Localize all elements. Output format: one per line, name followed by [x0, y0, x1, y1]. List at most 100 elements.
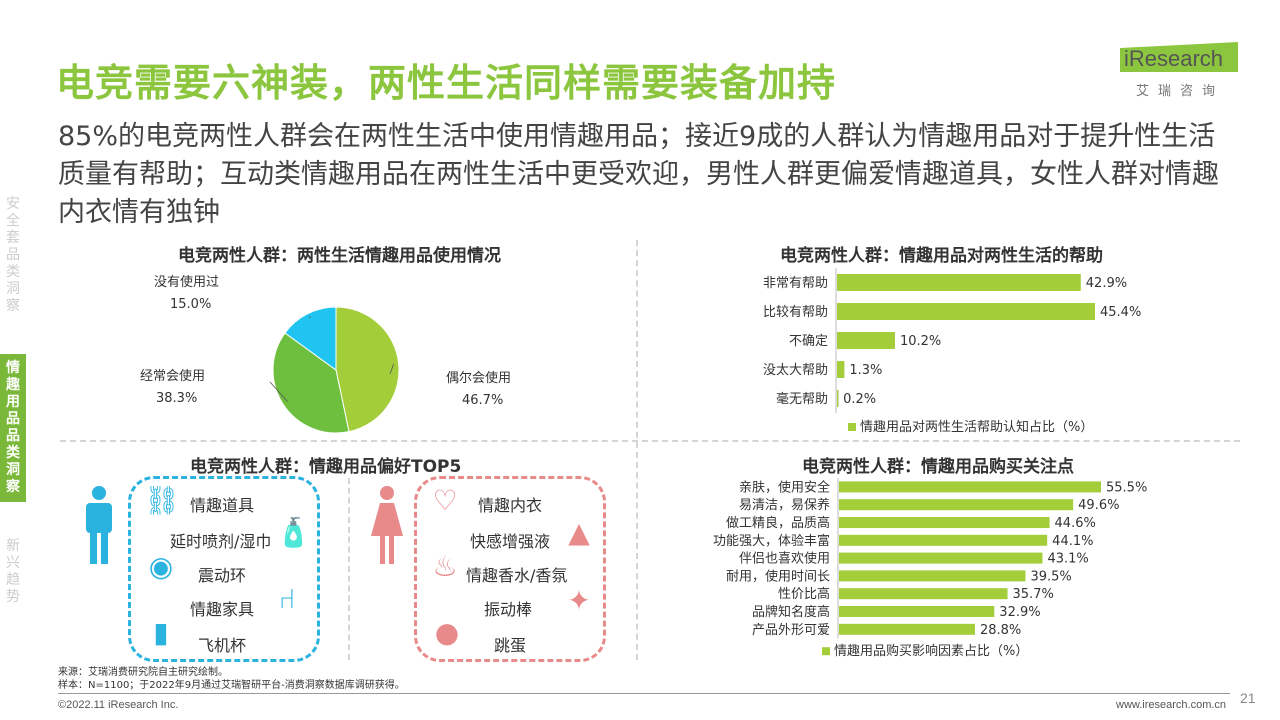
bar-5: [837, 390, 839, 407]
pie-slice-3: [284, 306, 337, 371]
ring-icon: ◉: [148, 550, 174, 583]
pie-leader-line-2: [269, 381, 288, 402]
sidebar-section-1[interactable]: 安全套品类洞察: [6, 196, 20, 314]
diffuser-icon: ♨: [432, 550, 458, 583]
lingerie-icon: ♡: [432, 484, 458, 517]
bar-category-label-5: 伴侣也喜欢使用: [739, 551, 830, 567]
sidebar-section-3[interactable]: 新兴趋势: [6, 538, 20, 605]
bar-category-label-3: 不确定: [789, 334, 828, 349]
purchase-bar-chart: 亲肤，使用安全 55.5% 易清洁，易保养 49.6% 做工精良，品质高 44.6% 功能强…: [713, 478, 1147, 659]
bar-1: [837, 274, 1081, 291]
bar-value-label-5: 43.1%: [1047, 552, 1088, 567]
spray-bottle-icon: 🧴: [276, 516, 311, 549]
pie-slice-2: [272, 332, 350, 434]
footer-line: [58, 693, 1230, 694]
page-number: 21: [1240, 690, 1256, 706]
male-item-4: 情趣家具: [190, 600, 255, 619]
bar-9: [839, 623, 975, 635]
purchase-chart-title: 电竞两性人群：情趣用品购买关注点: [802, 457, 1074, 477]
bar-value-label-1: 42.9%: [1086, 276, 1127, 291]
bar-7: [839, 588, 1008, 600]
legend-label: 情趣用品对两性生活帮助认知占比（%）: [860, 419, 1093, 435]
female-top5-box: [414, 476, 606, 662]
bar-3: [839, 517, 1050, 528]
bar-category-label-4: 功能强大，体验丰富: [713, 533, 830, 549]
bar-3: [837, 332, 895, 349]
bar-category-label-6: 耐用，使用时间长: [726, 568, 830, 584]
bar-4: [839, 534, 1048, 546]
bar-value-label-9: 28.8%: [980, 623, 1021, 638]
bar-value-label-1: 55.5%: [1106, 480, 1147, 495]
female-item-3: 情趣香水/香氛: [466, 566, 568, 585]
pie-value-1: 46.7%: [462, 393, 503, 408]
legend-swatch: [848, 423, 856, 431]
pie-slice-1: [335, 306, 400, 433]
help-bar-chart: 非常有帮助 42.9% 比较有帮助 45.4% 不确定 10.2% 没太大帮助 1.3% 毫无帮…: [763, 268, 1141, 435]
bar-category-label-2: 比较有帮助: [763, 305, 828, 320]
bar-category-label-7: 性价比高: [778, 586, 830, 602]
pie-chart: 偶尔会使用 46.7% 经常会使用 38.3% 没有使用过 15.0%: [140, 274, 511, 434]
legend-swatch: [822, 647, 830, 656]
male-item-1: 情趣道具: [190, 496, 255, 515]
pie-label-2: 经常会使用: [140, 368, 205, 384]
bar-value-label-8: 32.9%: [999, 605, 1040, 620]
top5-title: 电竞两性人群：情趣用品偏好TOP5: [190, 457, 462, 477]
logo-text: iResearch: [1124, 46, 1224, 71]
page-subtitle: 85%的电竞两性人群会在两性生活中使用情趣用品；接近9成的人群认为情趣用品对于提…: [58, 121, 1219, 228]
bar-category-label-2: 易清洁，易保养: [739, 497, 830, 513]
chair-icon: ⑁: [278, 582, 296, 615]
pie-value-3: 15.0%: [170, 297, 211, 312]
pie-value-2: 38.3%: [156, 391, 197, 406]
bar-category-label-3: 做工精良，品质高: [726, 515, 830, 531]
sidebar-section-2[interactable]: 情趣用品品类洞察: [0, 354, 26, 502]
male-figure-icon: [86, 486, 112, 564]
pie-label-1: 偶尔会使用: [446, 370, 511, 386]
pie-leader-line-1: [389, 363, 395, 375]
pie-label-3: 没有使用过: [154, 274, 219, 290]
logo-cn-text: 艾瑞咨询: [1136, 84, 1225, 99]
help-chart-title: 电竞两性人群：情趣用品对两性生活的帮助: [780, 246, 1103, 266]
bar-value-label-6: 39.5%: [1030, 569, 1071, 584]
bar-value-label-3: 10.2%: [900, 334, 941, 349]
male-item-5: 飞机杯: [198, 636, 247, 655]
female-item-5: 跳蛋: [494, 636, 527, 655]
bar-category-label-5: 毫无帮助: [776, 391, 828, 407]
bar-category-label-1: 亲肤，使用安全: [739, 479, 830, 495]
wand-icon: ✦: [567, 584, 591, 617]
cup-icon: ▮: [153, 616, 169, 649]
website-url[interactable]: www.iresearch.com.cn: [1116, 699, 1227, 711]
bar-6: [839, 570, 1026, 582]
bar-value-label-4: 1.3%: [849, 363, 882, 378]
bar-value-label-7: 35.7%: [1013, 587, 1054, 602]
page-title: 电竞需要六神装，两性生活同样需要装备加持: [56, 61, 837, 105]
female-item-1: 情趣内衣: [478, 496, 543, 515]
iresearch-logo: iResearch 艾瑞咨询: [1112, 40, 1242, 99]
bar-2: [837, 303, 1095, 320]
top5-divider: [348, 478, 350, 660]
female-item-2: 快感增强液: [470, 532, 551, 551]
handcuffs-icon: ⛓: [144, 484, 180, 517]
female-figure-icon: [371, 486, 403, 564]
bar-value-label-3: 44.6%: [1055, 516, 1096, 531]
bar-8: [839, 606, 995, 617]
bar-value-label-4: 44.1%: [1052, 534, 1093, 549]
bar-category-label-9: 产品外形可爱: [752, 623, 830, 638]
sample-text: 样本：N=1100；于2022年9月通过艾瑞智研平台-消费洞察数据库调研获得。: [58, 680, 405, 691]
bar-4: [837, 361, 845, 378]
source-note: 来源：艾瑞消费研究院自主研究绘制。 样本：N=1100；于2022年9月通过艾瑞…: [58, 666, 405, 692]
horizontal-divider: [60, 440, 1240, 442]
egg-icon: ●: [434, 616, 460, 649]
bar-value-label-5: 0.2%: [843, 392, 876, 407]
bar-2: [839, 499, 1074, 511]
copyright: ©2022.11 iResearch Inc.: [58, 699, 179, 711]
bar-category-label-1: 非常有帮助: [763, 276, 828, 291]
bar-5: [839, 552, 1043, 564]
bar-category-label-8: 品牌知名度高: [752, 604, 830, 620]
pie-chart-title: 电竞两性人群：两性生活情趣用品使用情况: [178, 246, 501, 266]
male-top5-box: [128, 476, 320, 662]
legend-label: 情趣用品购买影响因素占比（%）: [834, 643, 1028, 659]
bar-value-label-2: 45.4%: [1100, 305, 1141, 320]
bar-category-label-4: 没太大帮助: [763, 363, 828, 378]
bar-1: [839, 481, 1101, 493]
vertical-divider: [636, 240, 638, 660]
